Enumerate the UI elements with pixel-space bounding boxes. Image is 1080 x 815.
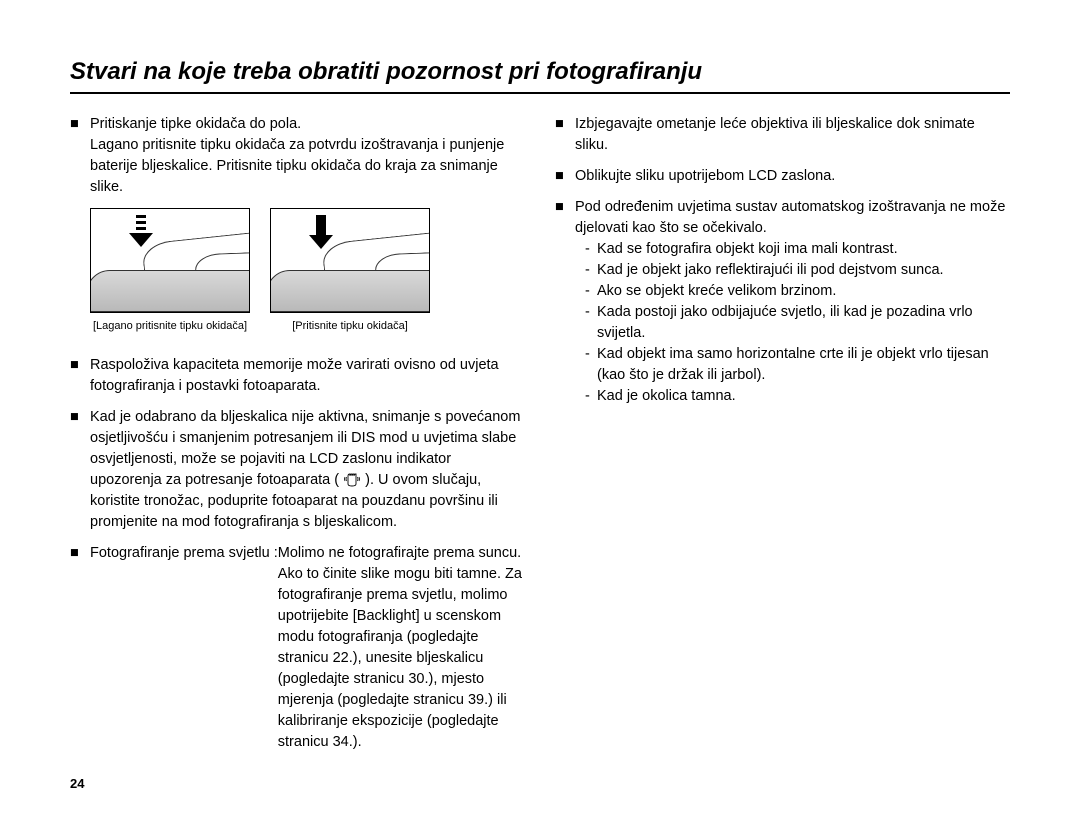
bullet-memory: ■ Raspoloživa kapaciteta memorije može v…: [70, 355, 525, 397]
left-column: ■ Pritiskanje tipke okidača do pola. Lag…: [70, 114, 525, 773]
camera-body-icon: [270, 270, 430, 312]
page-number: 24: [70, 776, 84, 791]
bullet-text: Lagano pritisnite tipku okidača za potvr…: [90, 137, 504, 195]
arrow-down-dashed-icon: [129, 215, 153, 247]
figure-full-press-image: [270, 208, 430, 313]
bullet-backlight: ■ Fotografiranje prema svjetlu : Molimo …: [70, 543, 525, 763]
bullet-text: Raspoloživa kapaciteta memorije može var…: [90, 355, 525, 397]
figure-half-press-image: [90, 208, 250, 313]
bullet-mark-icon: ■: [70, 407, 90, 533]
right-column: ■ Izbjegavajte ometanje leće objektiva i…: [555, 114, 1010, 773]
camera-body-icon: [90, 270, 250, 312]
bullet-mark-icon: ■: [70, 355, 90, 397]
dash-icon: -: [585, 302, 597, 344]
figure-caption: [Lagano pritisnite tipku okidača]: [90, 319, 250, 335]
list-item-text: Ako se objekt kreće velikom brzinom.: [597, 281, 836, 302]
list-item-text: Kad se fotografira objekt koji ima mali …: [597, 239, 898, 260]
list-item-text: Kad objekt ima samo horizontalne crte il…: [597, 344, 1010, 386]
arrow-down-solid-icon: [309, 215, 333, 249]
bullet-text: Izbjegavajte ometanje leće objektiva ili…: [575, 114, 1010, 156]
hanging-label: Fotografiranje prema svjetlu :: [90, 543, 278, 753]
list-item-text: Kada postoji jako odbijajuće svjetlo, il…: [597, 302, 1010, 344]
hanging-body: Molimo ne fotografirajte prema suncu. Ak…: [278, 543, 525, 753]
bullet-mark-icon: ■: [70, 114, 90, 198]
bullet-mark-icon: ■: [70, 543, 90, 763]
bullet-mark-icon: ■: [555, 166, 575, 187]
dash-icon: -: [585, 386, 597, 407]
bullet-shutter-halfpress: ■ Pritiskanje tipke okidača do pola. Lag…: [70, 114, 525, 198]
list-item-text: Kad je okolica tamna.: [597, 386, 736, 407]
list-item-text: Kad je objekt jako reflektirajući ili po…: [597, 260, 944, 281]
bullet-lead: Pritiskanje tipke okidača do pola.: [90, 116, 301, 132]
dash-icon: -: [585, 239, 597, 260]
content-columns: ■ Pritiskanje tipke okidača do pola. Lag…: [70, 114, 1010, 773]
bullet-mark-icon: ■: [555, 114, 575, 156]
dash-icon: -: [585, 260, 597, 281]
bullet-text: Oblikujte sliku upotrijebom LCD zaslona.: [575, 166, 1010, 187]
bullet-af-conditions: ■ Pod određenim uvjetima sustav automats…: [555, 197, 1010, 407]
dash-icon: -: [585, 344, 597, 386]
bullet-mark-icon: ■: [555, 197, 575, 407]
bullet-lead: Pod određenim uvjetima sustav automatsko…: [575, 197, 1010, 239]
bullet-lcd-compose: ■ Oblikujte sliku upotrijebom LCD zaslon…: [555, 166, 1010, 187]
figure-half-press: [Lagano pritisnite tipku okidača]: [90, 208, 250, 335]
camera-shake-icon: [343, 471, 361, 487]
list-item: -Ako se objekt kreće velikom brzinom.: [585, 281, 1010, 302]
figure-full-press: [Pritisnite tipku okidača]: [270, 208, 430, 335]
af-sublist: -Kad se fotografira objekt koji ima mali…: [575, 239, 1010, 407]
bullet-shake-warning: ■ Kad je odabrano da bljeskalica nije ak…: [70, 407, 525, 533]
list-item: -Kad je okolica tamna.: [585, 386, 1010, 407]
shutter-figures: [Lagano pritisnite tipku okidača] [Priti…: [90, 208, 525, 335]
bullet-lens-obstruction: ■ Izbjegavajte ometanje leće objektiva i…: [555, 114, 1010, 156]
list-item: -Kad se fotografira objekt koji ima mali…: [585, 239, 1010, 260]
dash-icon: -: [585, 281, 597, 302]
page-title: Stvari na koje treba obratiti pozornost …: [70, 58, 1010, 94]
bullet-text: Kad je odabrano da bljeskalica nije akti…: [90, 407, 525, 533]
list-item: -Kad objekt ima samo horizontalne crte i…: [585, 344, 1010, 386]
list-item: -Kad je objekt jako reflektirajući ili p…: [585, 260, 1010, 281]
figure-caption: [Pritisnite tipku okidača]: [270, 319, 430, 335]
list-item: -Kada postoji jako odbijajuće svjetlo, i…: [585, 302, 1010, 344]
